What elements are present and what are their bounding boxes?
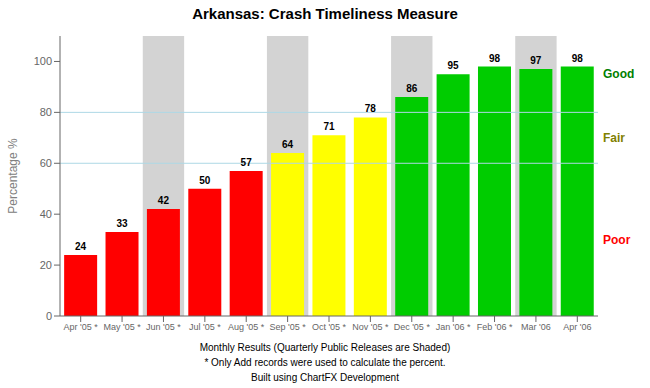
svg-text:Oct '05 *: Oct '05 *: [312, 322, 347, 332]
svg-text:Good: Good: [603, 67, 634, 81]
svg-text:78: 78: [365, 103, 377, 114]
svg-text:24: 24: [75, 241, 87, 252]
svg-text:100: 100: [34, 55, 52, 67]
svg-text:95: 95: [448, 60, 460, 71]
svg-text:71: 71: [323, 121, 335, 132]
svg-text:42: 42: [158, 195, 170, 206]
svg-text:33: 33: [116, 218, 128, 229]
svg-text:97: 97: [530, 55, 542, 66]
svg-text:Jul '05 *: Jul '05 *: [189, 322, 221, 332]
svg-text:Dec '05 *: Dec '05 *: [394, 322, 431, 332]
svg-text:Percentage %: Percentage %: [8, 138, 20, 214]
html-text:Arkansas: Crash Timeliness Mea: Arkansas: Crash Timeliness Measure: [192, 5, 458, 22]
svg-text:Jan '06 *: Jan '06 *: [436, 322, 471, 332]
svg-text:Poor: Poor: [603, 233, 631, 247]
svg-text:Apr '05 *: Apr '05 *: [64, 322, 99, 332]
svg-text:Feb '06 *: Feb '06 *: [477, 322, 513, 332]
svg-text:60: 60: [40, 157, 52, 169]
svg-text:64: 64: [282, 139, 294, 150]
svg-text:May '05 *: May '05 *: [103, 322, 141, 332]
svg-text:57: 57: [241, 157, 253, 168]
svg-text:40: 40: [40, 208, 52, 220]
svg-text:98: 98: [489, 53, 501, 64]
svg-text:Mar '06: Mar '06: [521, 322, 551, 332]
svg-text:98: 98: [572, 53, 584, 64]
svg-text:50: 50: [199, 175, 211, 186]
svg-text:Sep '05 *: Sep '05 *: [269, 322, 306, 332]
svg-text:20: 20: [40, 259, 52, 271]
svg-text:Nov '05 *: Nov '05 *: [352, 322, 389, 332]
svg-text:Aug '05 *: Aug '05 *: [228, 322, 265, 332]
svg-text:0: 0: [46, 310, 52, 322]
svg-text:Jun '05 *: Jun '05 *: [146, 322, 181, 332]
svg-text:80: 80: [40, 106, 52, 118]
html-text:Built using ChartFX Developmen: Built using ChartFX Development: [251, 372, 399, 383]
svg-text:Apr '06: Apr '06: [563, 322, 591, 332]
svg-text:Fair: Fair: [603, 131, 625, 145]
html-text:* Only Add records were used t: * Only Add records were used to calculat…: [204, 357, 446, 368]
svg-text:86: 86: [406, 83, 418, 94]
html-text:Monthly Results (Quarterly Pub: Monthly Results (Quarterly Public Releas…: [199, 342, 451, 353]
